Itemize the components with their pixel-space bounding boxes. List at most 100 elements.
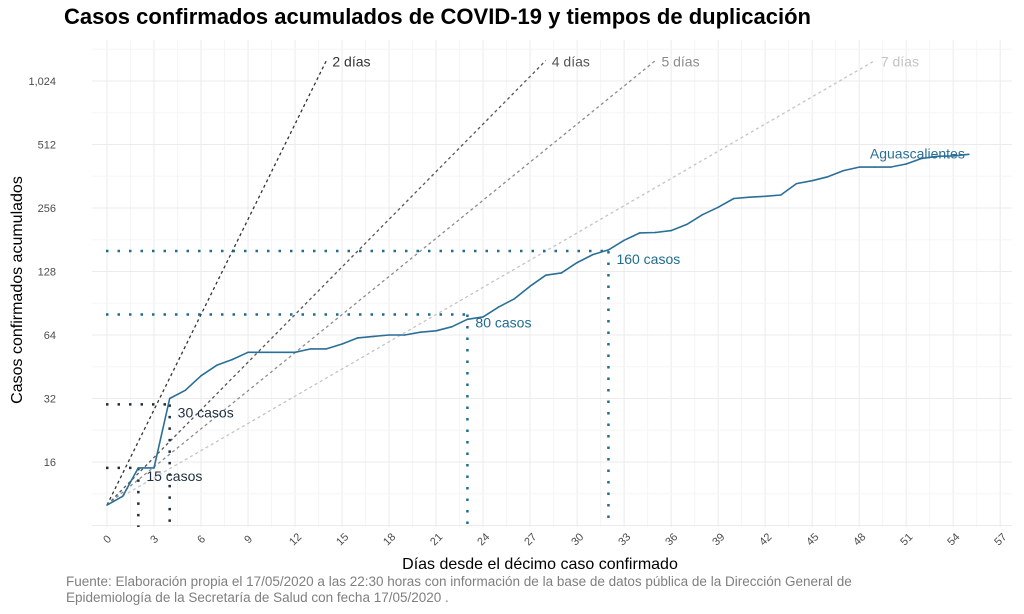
x-tick-label: 30	[569, 531, 586, 548]
y-axis-ticks: 16 32 64 128 256 512 1,024	[28, 76, 56, 469]
x-axis-ticks: 0 3 6 9 12 15 18 21 24 27 30 33 36 39 42 45 48 51 54 57	[101, 531, 1009, 548]
data-point	[403, 334, 406, 336]
data-point	[231, 358, 234, 361]
data-point	[701, 213, 704, 216]
data-point	[780, 194, 782, 196]
data-point	[544, 274, 547, 276]
x-tick-label: 45	[804, 531, 821, 548]
data-point	[497, 306, 500, 308]
doubling-line-label: 5 días	[661, 54, 699, 70]
data-point	[733, 197, 735, 200]
data-point	[184, 389, 187, 392]
data-point	[215, 364, 218, 367]
x-tick-label: 57	[992, 531, 1009, 548]
data-point	[936, 155, 939, 158]
doubling-line-label: 7 días	[881, 54, 919, 70]
x-tick-label: 33	[616, 531, 633, 548]
x-tick-label: 6	[195, 533, 208, 546]
data-point	[121, 495, 124, 498]
x-tick-label: 54	[945, 531, 962, 548]
reference-markers: 15 casos 30 casos 80 casos 160 casos	[106, 249, 680, 527]
reference-label: 160 casos	[616, 251, 680, 267]
data-point	[717, 206, 719, 209]
chart-title: Casos confirmados acumulados de COVID-19…	[64, 4, 811, 29]
x-tick-label: 3	[148, 533, 161, 546]
x-tick-label: 24	[475, 531, 492, 548]
data-point	[842, 169, 845, 172]
data-point	[419, 331, 422, 333]
data-point	[435, 330, 437, 332]
data-point	[952, 155, 954, 157]
doubling-line	[106, 60, 327, 506]
x-tick-label: 42	[757, 531, 774, 548]
doubling-line	[106, 60, 656, 506]
data-point	[576, 261, 578, 264]
data-point	[372, 335, 375, 338]
x-tick-label: 9	[242, 533, 255, 546]
data-point	[482, 316, 484, 318]
data-point	[748, 196, 751, 199]
data-point	[591, 253, 594, 256]
x-tick-label: 48	[851, 531, 868, 548]
data-point	[341, 343, 343, 345]
data-point	[795, 182, 798, 185]
x-tick-label: 18	[381, 531, 398, 548]
doubling-line-label: 2 días	[332, 54, 370, 70]
y-axis-label: Casos confirmados acumulados	[9, 176, 26, 404]
data-point	[670, 229, 672, 232]
x-tick-label: 39	[710, 531, 727, 548]
data-point	[921, 157, 923, 160]
data-point	[905, 163, 907, 165]
x-tick-label: 0	[101, 533, 114, 546]
data-point	[607, 249, 610, 251]
caption-line-1: Fuente: Elaboración propia el 17/05/2020…	[66, 574, 852, 589]
x-tick-label: 15	[334, 531, 351, 548]
data-point	[623, 239, 625, 242]
data-point	[168, 397, 171, 400]
data-point	[638, 232, 641, 234]
data-point	[106, 504, 108, 506]
data-point	[388, 334, 390, 336]
data-point	[153, 467, 155, 469]
data-point	[560, 272, 563, 274]
reference-label: 80 casos	[475, 315, 531, 331]
reference-label: 30 casos	[178, 404, 234, 420]
y-tick-label: 32	[44, 394, 56, 406]
data-point	[294, 351, 296, 354]
reference-label: 15 casos	[146, 468, 202, 484]
data-point	[654, 231, 657, 234]
y-tick-label: 256	[38, 203, 56, 215]
series-label: Aguascalientes	[870, 145, 965, 161]
data-point	[874, 166, 876, 168]
data-point	[513, 298, 516, 300]
y-tick-label: 1,024	[28, 76, 56, 88]
series: Aguascalientes	[106, 145, 970, 506]
x-tick-label: 12	[287, 531, 304, 548]
data-point	[325, 348, 328, 350]
x-tick-label: 27	[522, 531, 539, 548]
caption-line-2: Epidemiología de la Secretaría de Salud …	[66, 590, 449, 605]
data-point	[529, 285, 531, 288]
y-tick-label: 16	[44, 457, 56, 469]
data-point	[858, 166, 860, 168]
data-point	[450, 325, 453, 328]
data-point	[200, 374, 202, 377]
doubling-line	[106, 60, 547, 506]
doubling-line-label: 4 días	[552, 54, 590, 70]
data-point	[309, 348, 312, 350]
y-tick-label: 128	[38, 267, 56, 279]
data-point	[685, 223, 688, 226]
data-point	[811, 179, 813, 182]
x-tick-label: 36	[663, 531, 680, 548]
x-tick-label: 21	[428, 531, 445, 548]
x-axis-label: Días desde el décimo caso confirmado	[402, 556, 678, 573]
series-line-aguascalientes	[106, 153, 969, 506]
doubling-line	[106, 59, 876, 506]
x-tick-label: 51	[898, 531, 915, 548]
data-point	[764, 195, 766, 198]
data-point	[889, 166, 892, 168]
data-point	[356, 337, 359, 339]
data-point	[137, 467, 140, 469]
grid	[92, 40, 1012, 527]
